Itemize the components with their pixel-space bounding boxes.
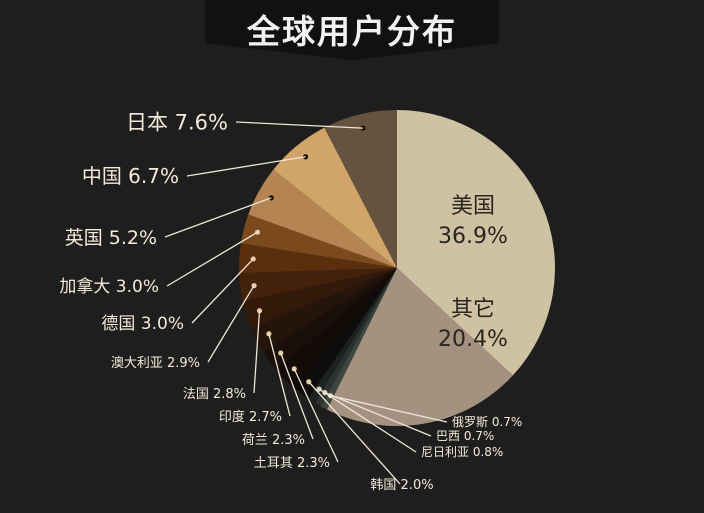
leader-line (235, 121, 363, 129)
slice-value-label: 20.4% (438, 327, 508, 352)
slice-label: 法国 2.8% (183, 387, 246, 402)
slice-label: 其它 (451, 297, 495, 322)
slice-label: 巴西 0.7% (436, 429, 494, 443)
slice-label: 澳大利亚 2.9% (111, 355, 200, 371)
leader-line (293, 368, 339, 463)
chart-title: 全球用户分布 (247, 12, 457, 51)
pie-slice (314, 268, 397, 407)
slice-label: 尼日利亚 0.8% (421, 445, 503, 459)
leader-line (164, 197, 272, 238)
slice-label: 加拿大 3.0% (59, 276, 159, 297)
slice-label: 荷兰 2.3% (242, 433, 305, 448)
pie-slice (273, 127, 397, 268)
leader-line (186, 156, 306, 177)
leader-dot (360, 125, 366, 131)
slice-label: 俄罗斯 0.7% (452, 415, 522, 429)
slice-label: 美国 (451, 194, 495, 219)
pie-slice (239, 243, 397, 273)
pie-slice (250, 268, 397, 352)
pie-slice (248, 169, 397, 268)
pie-slice (327, 268, 513, 426)
leader-line (166, 231, 258, 287)
leader-line (308, 381, 401, 485)
pie-slice (397, 110, 555, 376)
leader-line (318, 388, 417, 453)
leader-line (268, 333, 291, 417)
slice-value-label: 36.9% (438, 224, 508, 249)
pie-slice (240, 214, 397, 268)
leader-dot (302, 154, 309, 160)
pie-slice (320, 268, 397, 410)
slice-label: 德国 3.0% (101, 314, 184, 334)
leader-line (330, 395, 448, 423)
slice-label: 中国 6.7% (82, 164, 179, 188)
slice-label: 英国 5.2% (65, 227, 157, 249)
leader-line (280, 352, 314, 440)
leader-line (324, 392, 432, 437)
leader-line (191, 258, 254, 324)
pie-slice (308, 268, 397, 403)
slice-label: 韩国 2.0% (370, 478, 433, 493)
leader-line (253, 310, 261, 394)
pie-slice (292, 268, 397, 399)
pie-slice (276, 268, 397, 387)
slice-label: 土耳其 2.3% (254, 456, 330, 471)
slice-label: 印度 2.7% (219, 409, 282, 425)
pie-slice (242, 268, 397, 329)
pie-slice (324, 110, 397, 268)
pie-slice (239, 268, 397, 302)
pie-slice (263, 268, 397, 371)
slice-label: 日本 7.6% (126, 111, 228, 135)
leader-line (207, 285, 255, 363)
